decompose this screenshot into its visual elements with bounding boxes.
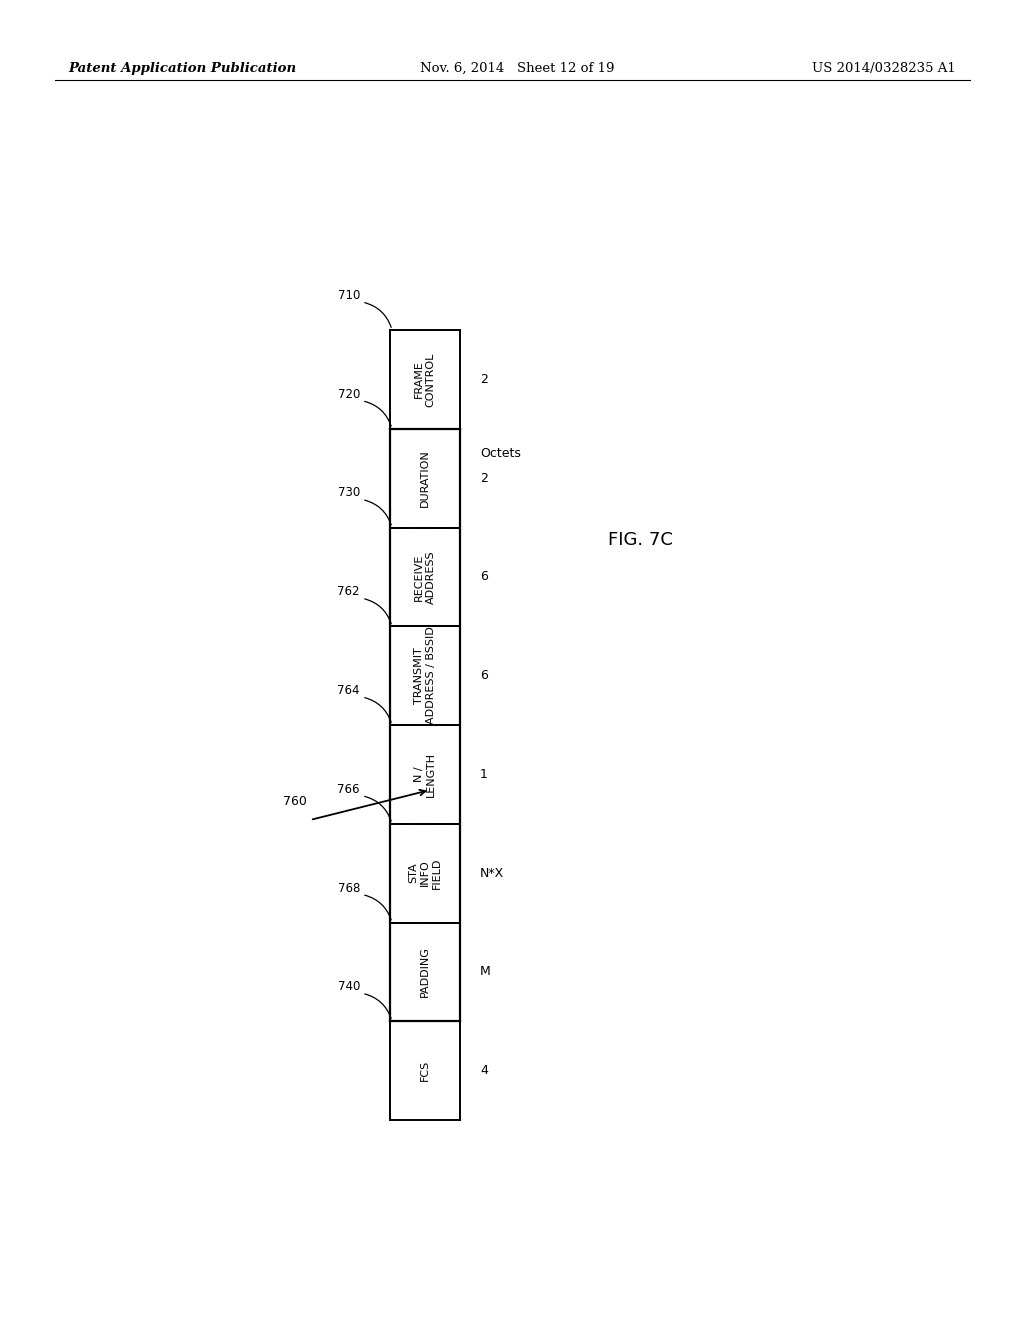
Text: 710: 710 (338, 289, 360, 302)
Text: STA
INFO
FIELD: STA INFO FIELD (409, 858, 441, 888)
Text: Nov. 6, 2014   Sheet 12 of 19: Nov. 6, 2014 Sheet 12 of 19 (420, 62, 614, 75)
Text: 766: 766 (338, 783, 360, 796)
Text: 760: 760 (283, 795, 307, 808)
Text: 764: 764 (338, 684, 360, 697)
Text: 6: 6 (480, 570, 487, 583)
Text: 6: 6 (480, 669, 487, 682)
Bar (390, 429, 460, 528)
Text: N /
LENGTH: N / LENGTH (414, 752, 436, 797)
Text: 2: 2 (480, 471, 487, 484)
Text: 2: 2 (480, 372, 487, 385)
Bar (390, 528, 460, 626)
Text: RECEIVE
ADDRESS: RECEIVE ADDRESS (414, 550, 436, 603)
Bar (390, 1022, 460, 1119)
Bar (390, 725, 460, 824)
Bar (390, 824, 460, 923)
Text: 740: 740 (338, 981, 360, 993)
Text: 762: 762 (338, 585, 360, 598)
Text: 720: 720 (338, 388, 360, 401)
Text: 768: 768 (338, 882, 360, 895)
Text: US 2014/0328235 A1: US 2014/0328235 A1 (812, 62, 956, 75)
Text: M: M (480, 965, 490, 978)
Text: DURATION: DURATION (420, 449, 430, 507)
Text: FRAME
CONTROL: FRAME CONTROL (414, 352, 436, 407)
Text: Patent Application Publication: Patent Application Publication (68, 62, 296, 75)
Text: PADDING: PADDING (420, 946, 430, 998)
Bar (390, 626, 460, 725)
Bar (390, 330, 460, 429)
Text: 730: 730 (338, 487, 360, 499)
Text: 1: 1 (480, 768, 487, 781)
Text: 4: 4 (480, 1064, 487, 1077)
Text: TRANSMIT
ADDRESS / BSSID: TRANSMIT ADDRESS / BSSID (414, 627, 436, 725)
Bar (390, 923, 460, 1022)
Text: N*X: N*X (480, 867, 504, 879)
Text: Octets: Octets (480, 446, 521, 459)
Text: FCS: FCS (420, 1060, 430, 1081)
Text: FIG. 7C: FIG. 7C (607, 531, 673, 549)
